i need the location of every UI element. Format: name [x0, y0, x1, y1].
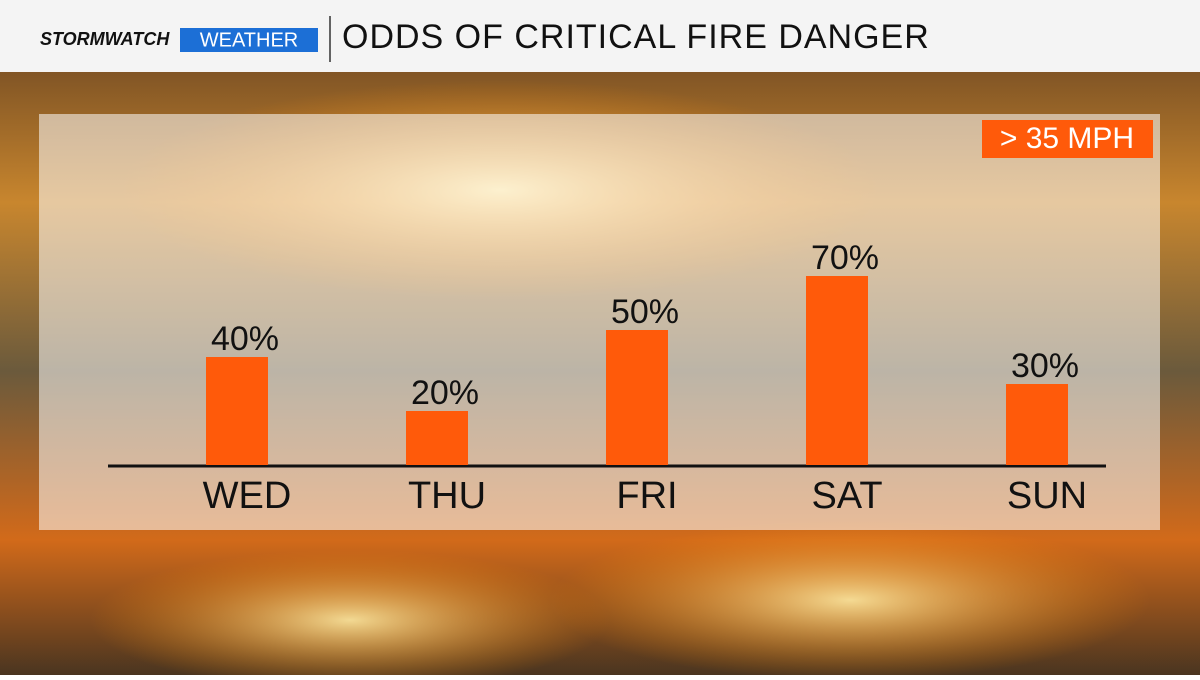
chart-title: ODDS OF CRITICAL FIRE DANGER: [342, 18, 930, 56]
bar: [206, 357, 268, 465]
brand-section: WEATHER: [200, 29, 299, 51]
value-label: 30%: [1011, 347, 1079, 385]
bar: [806, 276, 868, 465]
chart-panel: [39, 114, 1160, 530]
value-label: 50%: [611, 293, 679, 331]
flame-glow: [550, 520, 1150, 680]
x-tick-label: FRI: [616, 475, 677, 517]
bar: [606, 330, 668, 465]
x-tick-label: SUN: [1007, 475, 1087, 517]
value-label: 40%: [211, 320, 279, 358]
x-tick-label: WED: [203, 475, 292, 517]
flame-glow: [90, 550, 610, 680]
value-label: 20%: [411, 374, 479, 412]
badge-box: [982, 120, 1153, 158]
x-tick-label: THU: [408, 475, 486, 517]
badge: > 35 MPH: [1000, 122, 1134, 155]
bar: [1006, 384, 1068, 465]
brand-name: STORMWATCH: [40, 29, 170, 49]
bar: [406, 411, 468, 465]
x-tick-label: SAT: [811, 475, 882, 517]
brand-section-box: [180, 28, 318, 52]
value-label: 70%: [811, 239, 879, 277]
